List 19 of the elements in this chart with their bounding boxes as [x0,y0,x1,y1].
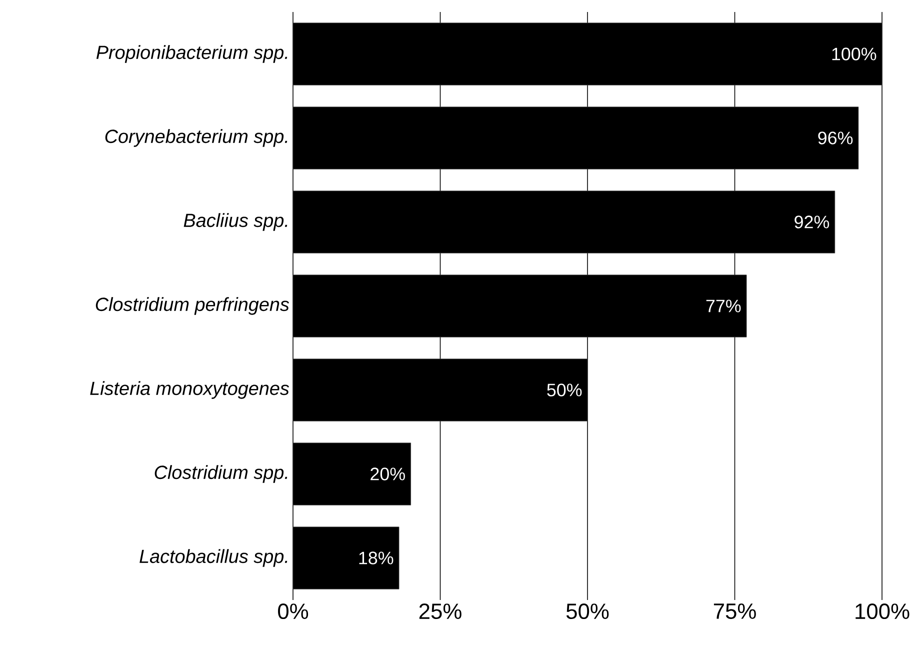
y-tick-label: Propionibacterium spp. [96,45,288,63]
x-tick-label: 0% [278,604,308,620]
x-tick-label: 75% [714,604,756,619]
data-label: 92% [794,216,830,228]
data-label: 96% [818,132,853,144]
y-tick-label: Clostridium spp. [154,465,288,483]
data-label: 77% [706,300,741,312]
data-label: 100% [832,48,876,60]
y-tick-label: Bacliius spp. [184,213,288,231]
data-label: 50% [547,384,582,396]
y-tick-label: Corynebacterium spp. [105,129,288,147]
y-tick-label: Lactobacillus spp. [140,549,288,567]
x-tick-label: 50% [566,604,609,620]
y-tick-label: Listeria monoxytogenes [90,381,290,399]
y-tick-label: Clostridium perfringens [96,297,290,315]
x-tick-label: 25% [419,604,462,620]
data-label: 18% [359,552,394,564]
x-tick-label: 100% [856,604,910,620]
data-label: 20% [370,468,405,480]
